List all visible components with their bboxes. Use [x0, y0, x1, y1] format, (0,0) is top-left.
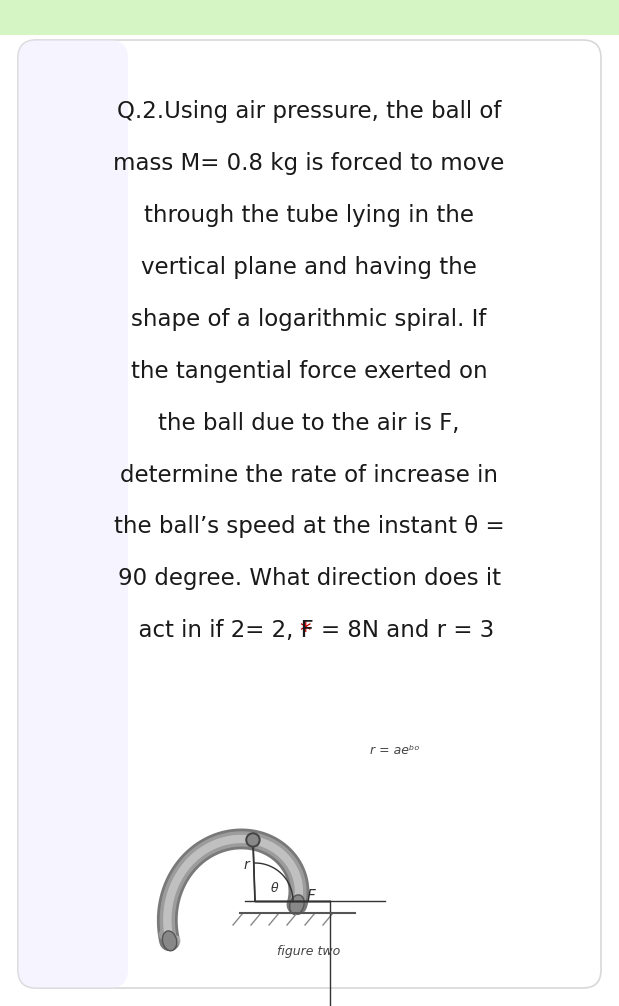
Text: determine the rate of increase in: determine the rate of increase in: [120, 464, 498, 487]
Text: r = aeᵇᵒ: r = aeᵇᵒ: [370, 744, 420, 758]
Text: the tangential force exerted on: the tangential force exerted on: [131, 359, 487, 382]
Text: r: r: [243, 858, 249, 872]
Circle shape: [246, 833, 260, 847]
Text: F: F: [307, 889, 316, 904]
FancyBboxPatch shape: [18, 40, 601, 988]
Ellipse shape: [162, 931, 177, 951]
Ellipse shape: [290, 895, 304, 914]
Circle shape: [161, 937, 165, 941]
Circle shape: [157, 924, 167, 934]
Text: mass M= 0.8 kg is forced to move: mass M= 0.8 kg is forced to move: [113, 152, 504, 174]
Circle shape: [162, 935, 170, 944]
Text: 90 degree. What direction does it: 90 degree. What direction does it: [118, 567, 501, 591]
Circle shape: [248, 835, 258, 845]
Text: vertical plane and having the: vertical plane and having the: [141, 256, 477, 279]
Text: θ: θ: [271, 882, 279, 895]
Bar: [0, 0, 619, 35]
Circle shape: [168, 936, 175, 943]
Text: *: *: [300, 620, 318, 643]
Text: act in if 2= 2, F = 8N and r = 3: act in if 2= 2, F = 8N and r = 3: [124, 620, 494, 643]
Circle shape: [168, 931, 175, 937]
Text: the ball’s speed at the instant θ =: the ball’s speed at the instant θ =: [114, 515, 504, 538]
Text: figure two: figure two: [277, 945, 340, 958]
Text: shape of a logarithmic spiral. If: shape of a logarithmic spiral. If: [131, 308, 487, 331]
Circle shape: [165, 938, 171, 944]
Text: through the tube lying in the: through the tube lying in the: [144, 203, 474, 226]
FancyBboxPatch shape: [18, 40, 128, 988]
Circle shape: [158, 932, 166, 939]
Circle shape: [162, 928, 168, 934]
Text: Q.2.Using air pressure, the ball of: Q.2.Using air pressure, the ball of: [117, 100, 501, 123]
Text: the ball due to the air is F,: the ball due to the air is F,: [158, 411, 460, 435]
